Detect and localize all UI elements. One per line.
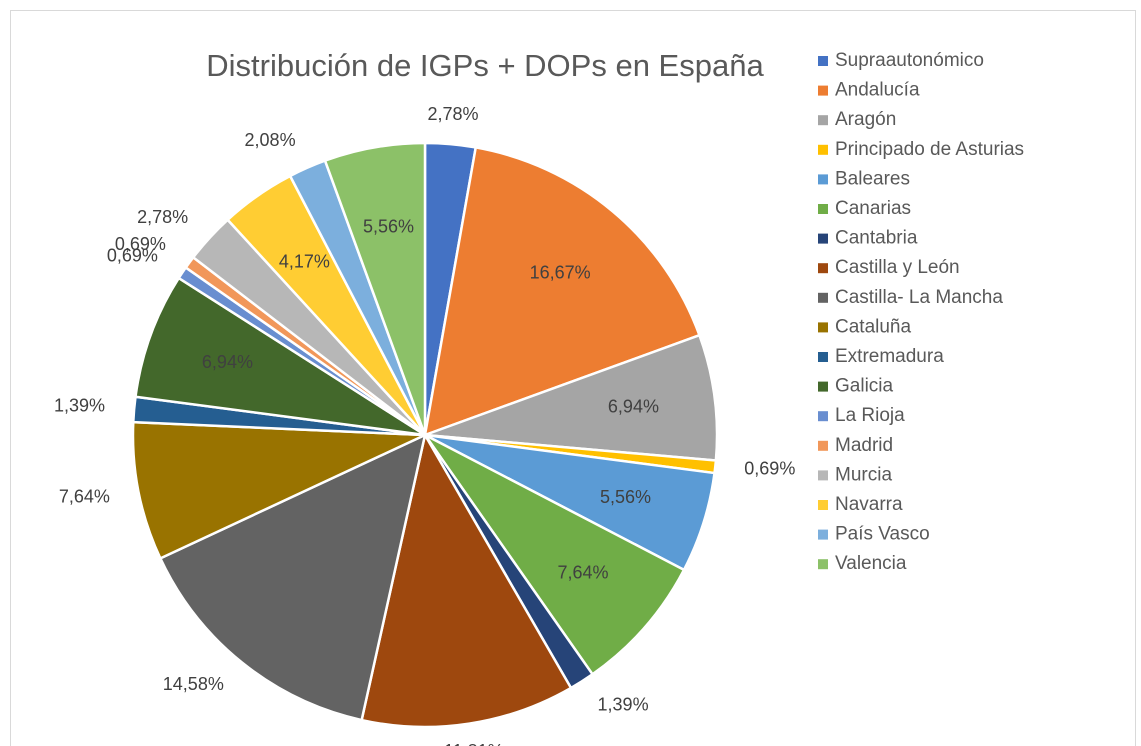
legend-label: Principado de Asturias	[835, 139, 1024, 160]
legend-label: La Rioja	[835, 405, 905, 426]
data-label: 14,58%	[163, 674, 224, 694]
data-label: 2,78%	[137, 207, 188, 227]
legend-swatch	[818, 144, 828, 155]
pie-slice	[134, 276, 426, 437]
legend-swatch	[818, 204, 828, 214]
legend-label: Cantabria	[835, 228, 918, 249]
data-label: 5,56%	[363, 217, 414, 237]
legend-label: Castilla y León	[835, 257, 960, 278]
legend-swatch	[818, 263, 828, 274]
legend-swatch	[818, 352, 828, 362]
legend-swatch	[818, 411, 828, 422]
legend-swatch	[818, 115, 828, 126]
legend-label: País Vasco	[835, 524, 930, 545]
data-label: 6,94%	[202, 352, 253, 372]
legend-label: Extremadura	[835, 346, 944, 367]
data-label: 7,64%	[558, 562, 609, 582]
legend-label: Valencia	[835, 553, 907, 574]
data-label: 2,08%	[245, 130, 296, 150]
legend-swatch	[818, 174, 828, 185]
legend-label: Andalucía	[835, 80, 920, 101]
legend-label: Madrid	[835, 435, 893, 456]
pie-slice	[360, 431, 573, 729]
legend-swatch	[818, 56, 828, 66]
data-label: 0,69%	[744, 459, 795, 479]
legend-swatch	[818, 292, 828, 303]
data-label: 4,17%	[279, 252, 330, 272]
legend-swatch	[818, 322, 828, 333]
legend-label: Baleares	[835, 168, 910, 189]
legend-label: Murcia	[835, 464, 892, 485]
legend-swatch	[818, 85, 828, 96]
data-label: 1,39%	[54, 396, 105, 416]
legend-swatch	[818, 559, 828, 570]
pie-slice	[131, 420, 426, 560]
data-label: 0,69%	[107, 245, 158, 265]
data-label: 16,67%	[530, 263, 591, 283]
legend-swatch	[818, 470, 828, 481]
data-label: 6,94%	[608, 396, 659, 416]
legend-label: Cataluña	[835, 316, 911, 337]
pie-slice	[423, 433, 686, 676]
legend-swatch	[818, 500, 828, 510]
data-label: 2,78%	[427, 104, 478, 124]
legend-label: Canarias	[835, 198, 911, 219]
legend-swatch	[818, 440, 828, 451]
chart-title: Distribución de IGPs + DOPs en España	[206, 48, 764, 83]
data-label: 7,64%	[59, 486, 110, 506]
legend-label: Supraautonómico	[835, 50, 984, 71]
pie-slice	[424, 333, 719, 462]
pie-slice	[423, 145, 702, 437]
legend-swatch	[818, 529, 828, 540]
legend-label: Aragón	[835, 109, 896, 130]
data-label: 1,39%	[598, 695, 649, 715]
data-label: 5,56%	[600, 487, 651, 507]
legend-swatch	[818, 381, 828, 392]
pie-slice	[323, 141, 427, 436]
legend-label: Castilla- La Mancha	[835, 287, 1003, 308]
legend-swatch	[818, 233, 828, 244]
legend-label: Galicia	[835, 376, 894, 397]
legend-label: Navarra	[835, 494, 903, 515]
pie-slice	[158, 432, 427, 722]
data-label: 11,81%	[444, 741, 504, 746]
data-label: 0,69%	[115, 234, 166, 254]
